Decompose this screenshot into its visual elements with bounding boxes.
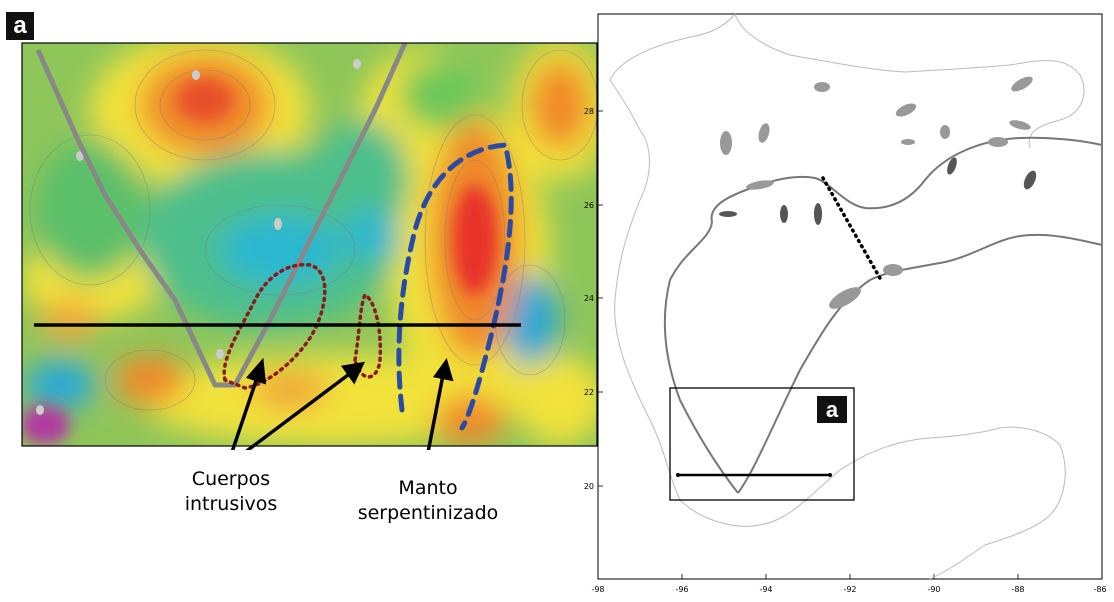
x-tick-label: -98 — [591, 585, 604, 594]
panel-label-right: a — [817, 396, 847, 423]
salt-bodies — [720, 76, 1033, 309]
map-axes: -98 -96 -94 -92 -90 -88 -86 20 22 24 26 … — [584, 107, 1107, 594]
x-tick-label: -94 — [759, 585, 772, 594]
y-tick-label: 24 — [584, 294, 594, 303]
y-tick-label: 22 — [584, 388, 594, 397]
margin-boundary — [35, 43, 408, 388]
x-tick-label: -92 — [843, 585, 856, 594]
intrusive-outline-2 — [353, 292, 383, 379]
intrusive-label-line2: intrusivos — [184, 493, 278, 515]
panel-a-extent-box — [669, 387, 855, 501]
serpentinized-mantle-label: Manto serpentinizado — [348, 476, 508, 526]
x-tick-label: -96 — [675, 585, 688, 594]
dotted-profile — [821, 176, 883, 282]
y-tick-label: 26 — [584, 201, 594, 210]
mantle-label-line2: serpentinizado — [357, 502, 499, 524]
crustal-boundary-outer — [663, 136, 1103, 494]
dark-bodies — [719, 157, 1037, 225]
x-tick-label: -88 — [1011, 585, 1024, 594]
y-tick-label: 20 — [584, 482, 594, 491]
y-tick-label: 28 — [584, 107, 594, 116]
x-tick-label: -86 — [1093, 585, 1106, 594]
panel-label-left: a — [6, 12, 34, 40]
x-tick-label: -90 — [927, 585, 940, 594]
intrusive-bodies-label: Cuerpos intrusivos — [176, 467, 286, 517]
mantle-label-line1: Manto — [398, 477, 458, 499]
mantle-outline — [396, 142, 514, 431]
anomaly-map — [21, 42, 598, 450]
intrusive-label-line1: Cuerpos — [191, 468, 271, 490]
coastline — [609, 13, 1085, 580]
